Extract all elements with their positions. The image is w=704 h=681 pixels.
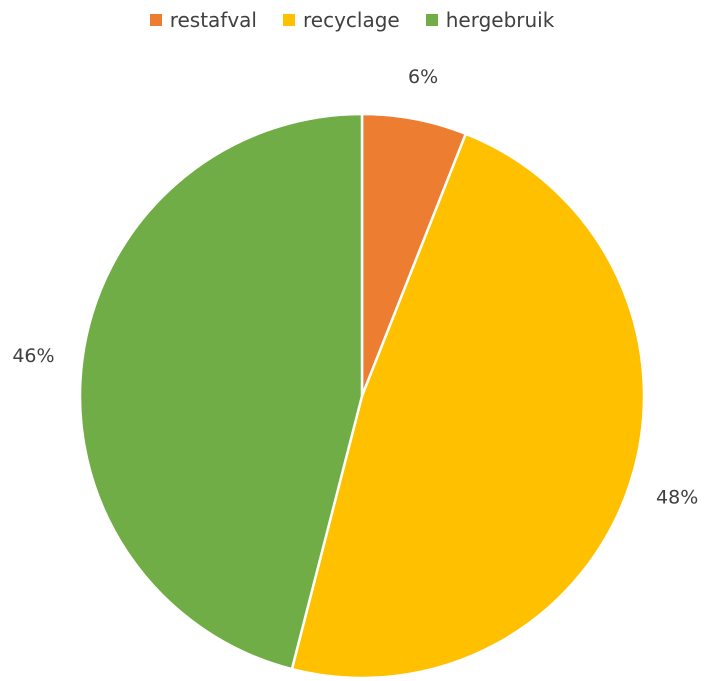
data-label-restafval: 6% (408, 66, 438, 88)
legend-label-restafval: restafval (169, 8, 257, 32)
legend-item-hergebruik: hergebruik (425, 8, 555, 32)
legend-swatch-hergebruik (425, 14, 438, 26)
legend-label-hergebruik: hergebruik (445, 8, 555, 32)
pie-slice-recyclage (290, 132, 646, 680)
legend-swatch-restafval (149, 14, 162, 26)
legend-label-recyclage: recyclage (302, 8, 400, 32)
data-label-hergebruik: 46% (12, 345, 54, 367)
legend-item-restafval: restafval (149, 8, 257, 32)
data-label-recyclage: 48% (656, 487, 698, 509)
chart-legend: restafval recyclage hergebruik (0, 8, 704, 32)
legend-swatch-recyclage (282, 14, 295, 26)
pie-slice-hergebruik (78, 112, 364, 671)
legend-item-recyclage: recyclage (282, 8, 400, 32)
